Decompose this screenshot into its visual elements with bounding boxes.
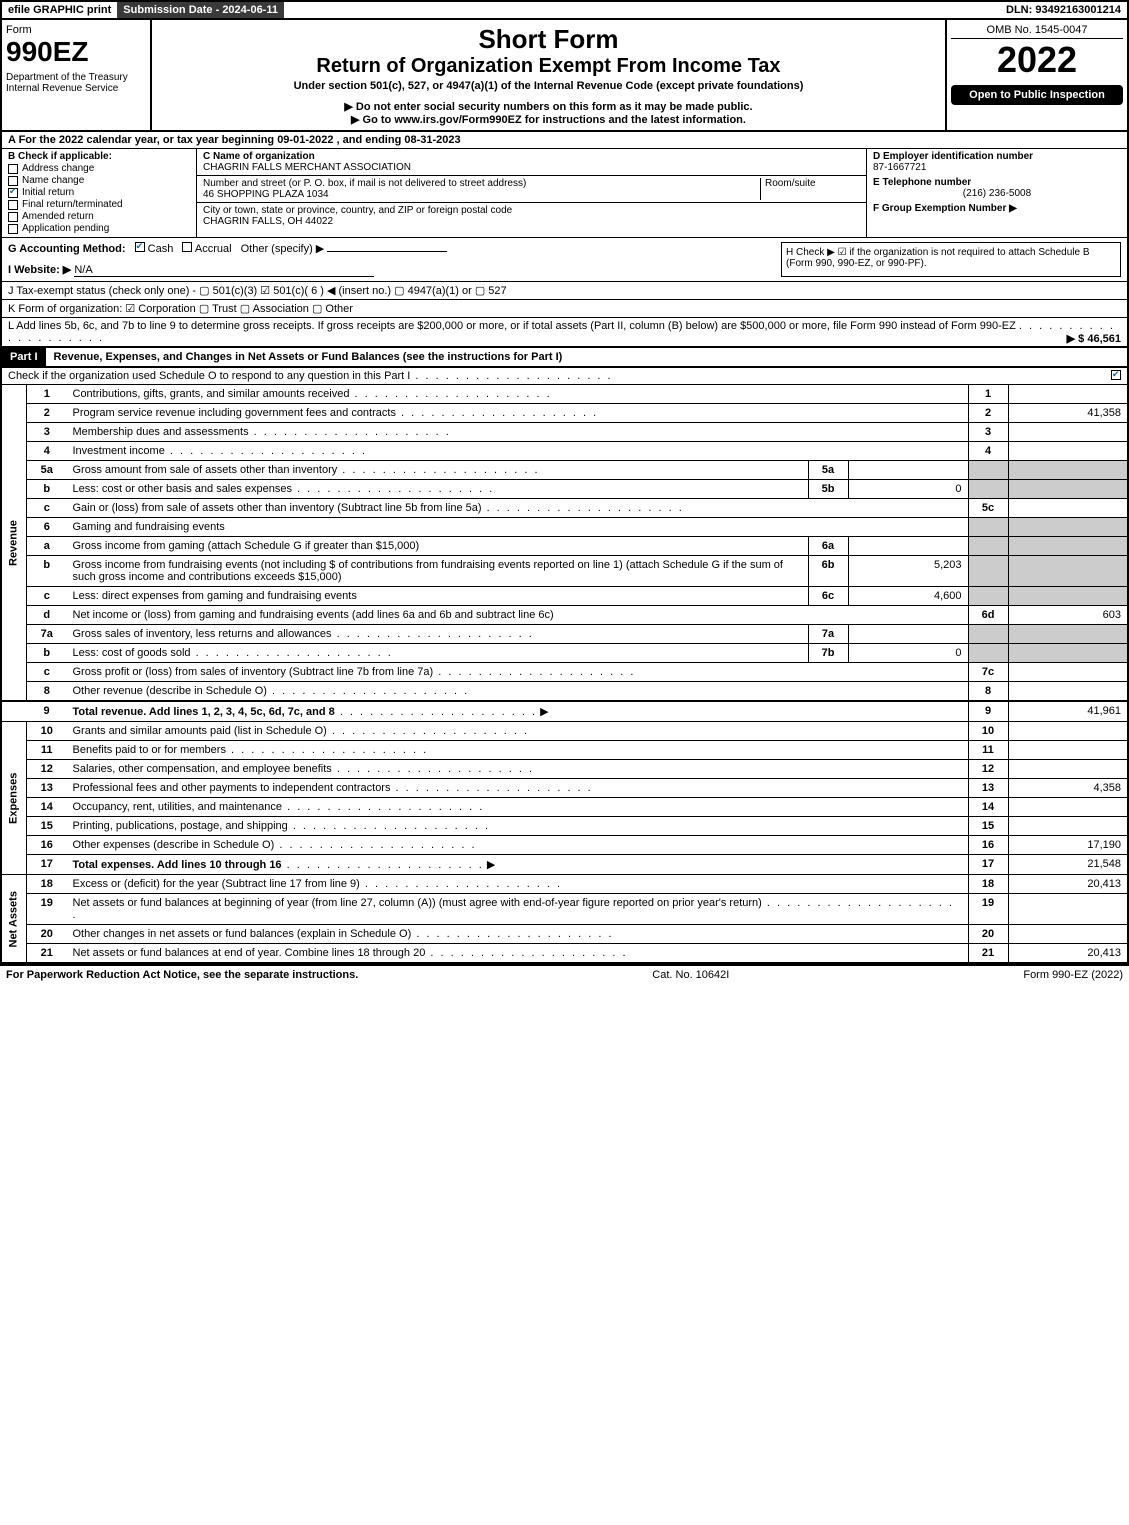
return-title: Return of Organization Exempt From Incom… [156,55,941,78]
part1-table: Revenue 1 Contributions, gifts, grants, … [0,385,1129,964]
part1-header: Part I Revenue, Expenses, and Changes in… [0,347,1129,368]
net-assets-side-label: Net Assets [1,875,27,964]
section-d: D Employer identification number 87-1667… [867,149,1127,237]
efile-label: efile GRAPHIC print [2,2,117,18]
expenses-side-label: Expenses [1,722,27,875]
website: N/A [74,264,374,277]
checkbox-amended-return[interactable] [8,212,18,222]
checkbox-initial-return[interactable] [8,188,18,198]
revenue-side-label: Revenue [1,385,27,701]
telephone: (216) 236-5008 [873,188,1121,199]
section-l: L Add lines 5b, 6c, and 7b to line 9 to … [0,318,1129,347]
open-inspection: Open to Public Inspection [951,85,1123,105]
org-street: 46 SHOPPING PLAZA 1034 [203,189,329,200]
dln: DLN: 93492163001214 [1000,2,1127,18]
short-form-title: Short Form [156,24,941,55]
under-section: Under section 501(c), 527, or 4947(a)(1)… [156,80,941,92]
submission-date: Submission Date - 2024-06-11 [117,2,284,18]
gh-row: G Accounting Method: Cash Accrual Other … [0,238,1129,282]
checkbox-name-change[interactable] [8,176,18,186]
omb-number: OMB No. 1545-0047 [951,24,1123,39]
checkbox-final-return[interactable] [8,200,18,210]
part1-check: Check if the organization used Schedule … [0,368,1129,385]
bcd-block: B Check if applicable: Address change Na… [0,149,1129,238]
other-specify-input[interactable] [327,251,447,252]
dept: Department of the Treasury Internal Reve… [6,72,146,94]
form-number: 990EZ [6,36,146,68]
section-c: C Name of organization CHAGRIN FALLS MER… [197,149,867,237]
form-header: Form 990EZ Department of the Treasury In… [0,20,1129,132]
checkbox-address-change[interactable] [8,164,18,174]
org-name: CHAGRIN FALLS MERCHANT ASSOCIATION [203,162,411,173]
page-footer: For Paperwork Reduction Act Notice, see … [0,964,1129,984]
section-h: H Check ▶ ☑ if the organization is not r… [781,242,1121,277]
checkbox-accrual[interactable] [182,242,192,252]
tax-year: 2022 [951,39,1123,81]
no-ssn-note: ▶ Do not enter social security numbers o… [156,100,941,113]
checkbox-cash[interactable] [135,242,145,252]
section-b: B Check if applicable: Address change Na… [2,149,197,237]
org-city: CHAGRIN FALLS, OH 44022 [203,216,333,227]
section-k: K Form of organization: ☑ Corporation ▢ … [0,300,1129,318]
checkbox-schedule-o[interactable] [1111,370,1121,380]
ein: 87-1667721 [873,162,1121,173]
goto-link[interactable]: ▶ Go to www.irs.gov/Form990EZ for instru… [156,113,941,126]
section-a: A For the 2022 calendar year, or tax yea… [0,132,1129,149]
checkbox-application-pending[interactable] [8,224,18,234]
top-bar: efile GRAPHIC print Submission Date - 20… [0,0,1129,20]
form-word: Form [6,24,146,36]
section-j: J Tax-exempt status (check only one) - ▢… [0,282,1129,300]
